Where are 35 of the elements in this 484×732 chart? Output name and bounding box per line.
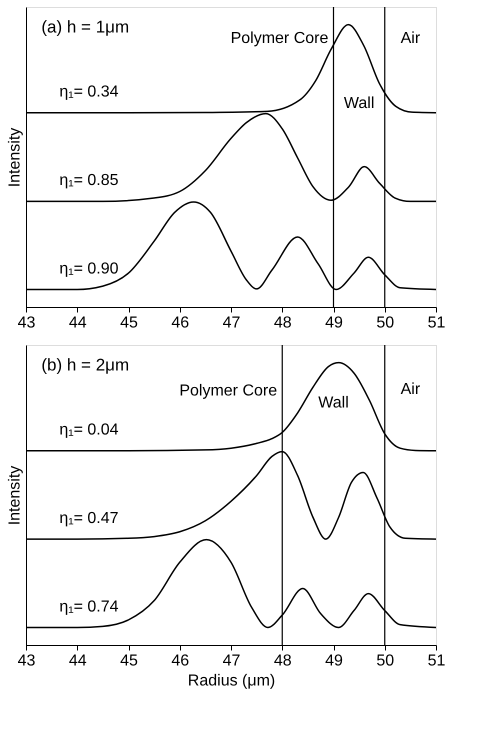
x-tick-label: 51	[428, 652, 446, 670]
x-tick-label: 49	[325, 652, 343, 670]
x-tick-label: 47	[222, 314, 240, 332]
x-tick-label: 45	[120, 314, 138, 332]
x-tick-label: 48	[274, 652, 292, 670]
series-label: η₁= 0.85	[59, 172, 119, 190]
series-label: η₁= 0.04	[59, 422, 119, 439]
x-tick-label: 47	[222, 652, 240, 670]
x-tick-label: 46	[171, 314, 190, 332]
series-label: η₁= 0.34	[59, 84, 119, 101]
y-axis-title: Intensity	[6, 466, 24, 526]
x-tick-label: 48	[274, 314, 292, 332]
x-tick-label: 44	[68, 314, 87, 332]
x-tick-label: 51	[428, 314, 446, 332]
x-axis-title: Radius (μm)	[188, 672, 276, 690]
chart-title: (a) h = 1μm	[41, 17, 130, 36]
series-label: η₁= 0.47	[59, 510, 119, 527]
x-tick-label: 45	[120, 652, 138, 670]
series-label: η₁= 0.90	[59, 260, 119, 278]
annotation: Wall	[318, 394, 349, 412]
series-label: η₁= 0.74	[59, 598, 119, 616]
x-tick-label: 50	[376, 652, 394, 670]
annotation: Polymer Core	[230, 30, 328, 47]
y-axis-title: Intensity	[6, 128, 24, 188]
annotation: Wall	[344, 94, 374, 112]
x-tick-label: 49	[325, 314, 343, 332]
annotation: Air	[400, 381, 421, 398]
annotation: Air	[400, 30, 421, 47]
x-tick-label: 43	[18, 652, 36, 670]
x-tick-label: 43	[18, 314, 36, 332]
x-tick-label: 50	[376, 314, 394, 332]
chart-title: (b) h = 2μm	[41, 355, 130, 374]
x-tick-label: 46	[171, 652, 190, 670]
x-tick-label: 44	[68, 652, 87, 670]
annotation: Polymer Core	[179, 382, 278, 400]
